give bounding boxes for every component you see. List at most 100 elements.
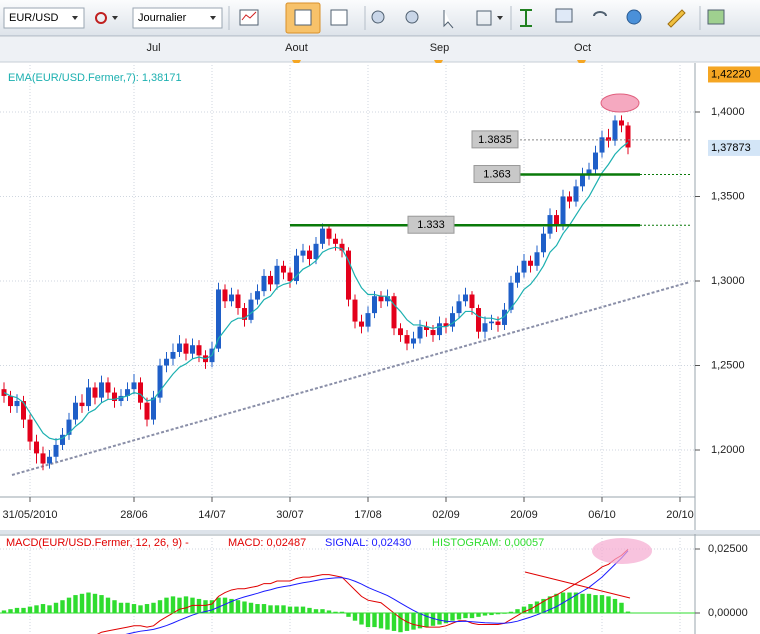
candle-body xyxy=(534,252,540,266)
histogram-bar xyxy=(203,600,208,614)
macd-panel xyxy=(0,548,695,634)
trend-line xyxy=(11,281,691,476)
icon-table[interactable] xyxy=(330,9,348,26)
candle-body xyxy=(196,345,202,356)
histogram-bar xyxy=(73,595,78,614)
price-marker-label: 1,37873 xyxy=(711,142,751,154)
candle-body xyxy=(216,289,221,349)
icon-image[interactable] xyxy=(707,9,725,25)
candle-body xyxy=(606,137,611,141)
levels: 1.3835 1.363 1.333 xyxy=(290,130,690,234)
candle-body xyxy=(359,321,364,327)
icon-zoom-box[interactable] xyxy=(476,10,492,26)
candle-body xyxy=(255,291,260,300)
macd-line xyxy=(125,550,629,634)
histogram-bar xyxy=(274,605,280,614)
icon-level[interactable] xyxy=(520,9,532,27)
candle-body xyxy=(242,308,247,320)
histogram-bar xyxy=(34,605,39,614)
price-marker xyxy=(708,139,760,156)
candle-body xyxy=(235,294,241,309)
histogram-bar xyxy=(339,611,345,614)
candle-body xyxy=(346,250,351,300)
ema-line xyxy=(3,141,629,441)
candle-body xyxy=(489,321,494,324)
macd-trend-line xyxy=(524,571,631,599)
indicator-button[interactable] xyxy=(95,12,118,24)
level-label: 1.3835 xyxy=(478,134,512,146)
candle-body xyxy=(612,120,618,141)
histogram-bar xyxy=(138,605,143,614)
candle-body xyxy=(131,382,137,390)
candle-body xyxy=(8,395,13,407)
icon-globe[interactable] xyxy=(626,9,642,25)
candle-body xyxy=(300,250,306,256)
dropdown-arrow xyxy=(210,16,216,20)
symbol-dropdown[interactable]: EUR/USD xyxy=(3,7,85,29)
candle-body xyxy=(99,382,104,398)
candle-body xyxy=(261,275,267,292)
candle-body xyxy=(541,233,546,253)
histogram-bar xyxy=(86,592,91,614)
candle-body xyxy=(53,444,59,457)
histogram-bar xyxy=(99,595,104,614)
histogram-bar xyxy=(333,611,338,614)
icon-zoom-in[interactable] xyxy=(371,10,385,24)
icon-window[interactable] xyxy=(555,8,573,23)
histogram-bar xyxy=(606,596,611,614)
histogram-bar xyxy=(463,613,468,619)
candle-body xyxy=(79,402,85,407)
icon-view[interactable] xyxy=(593,11,607,17)
candle-body xyxy=(287,272,293,281)
y-tick-label: 1,4000 xyxy=(711,106,745,118)
candle-body xyxy=(125,389,130,396)
y-tick-label: 1,2500 xyxy=(711,359,745,371)
histogram-bar xyxy=(599,595,605,614)
legend-macd: MACD: 0,02487 xyxy=(228,537,306,549)
y-tick-label: 1,2000 xyxy=(711,444,745,456)
x-tick-label: 30/07 xyxy=(276,509,304,521)
histogram-bar xyxy=(482,613,488,616)
histogram-bar xyxy=(625,611,631,614)
level-label: 1.363 xyxy=(483,168,511,180)
icon-cursor[interactable] xyxy=(443,10,454,29)
icon-zoom-out[interactable] xyxy=(405,10,419,24)
histogram-bar xyxy=(391,613,397,631)
histogram-bar xyxy=(352,613,358,621)
histogram-bar xyxy=(320,609,325,614)
ema-legend: EMA(EUR/USD.Fermer,7): 1,38171 xyxy=(8,72,182,84)
histogram-bar xyxy=(229,598,234,614)
toolbar: EUR/USD Journalier xyxy=(0,0,760,37)
histogram-bar xyxy=(281,605,286,614)
histogram-bar xyxy=(209,600,215,614)
candle-body xyxy=(476,308,481,332)
histogram-bar xyxy=(170,596,176,614)
histogram-bar xyxy=(14,607,20,614)
histogram-bar xyxy=(131,604,137,614)
y-tick-label: 1,3000 xyxy=(711,275,745,287)
candle-body xyxy=(502,309,507,325)
period-dropdown[interactable]: Journalier xyxy=(132,7,223,29)
y-tick-label: 0,02500 xyxy=(708,543,748,555)
histogram-bar xyxy=(183,596,189,614)
candle-body xyxy=(554,215,559,226)
histogram-bar xyxy=(567,592,572,614)
candle-body xyxy=(391,296,397,329)
histogram-bar xyxy=(417,613,423,629)
dropdown-box[interactable] xyxy=(132,7,223,29)
icon[interactable] xyxy=(95,12,107,24)
candle-body xyxy=(417,326,423,339)
candle-body xyxy=(352,299,358,322)
icon-ruler[interactable] xyxy=(667,9,686,28)
candle-body xyxy=(378,296,384,302)
dropdown-box[interactable] xyxy=(3,7,85,29)
histogram-bar xyxy=(235,600,241,614)
candle-body xyxy=(164,358,169,366)
histogram-bar xyxy=(118,602,124,614)
histogram-bar xyxy=(593,595,598,614)
histogram-bar xyxy=(411,613,416,630)
histogram-bar xyxy=(365,613,371,628)
candle-body xyxy=(521,260,527,273)
candle-body xyxy=(183,343,189,354)
